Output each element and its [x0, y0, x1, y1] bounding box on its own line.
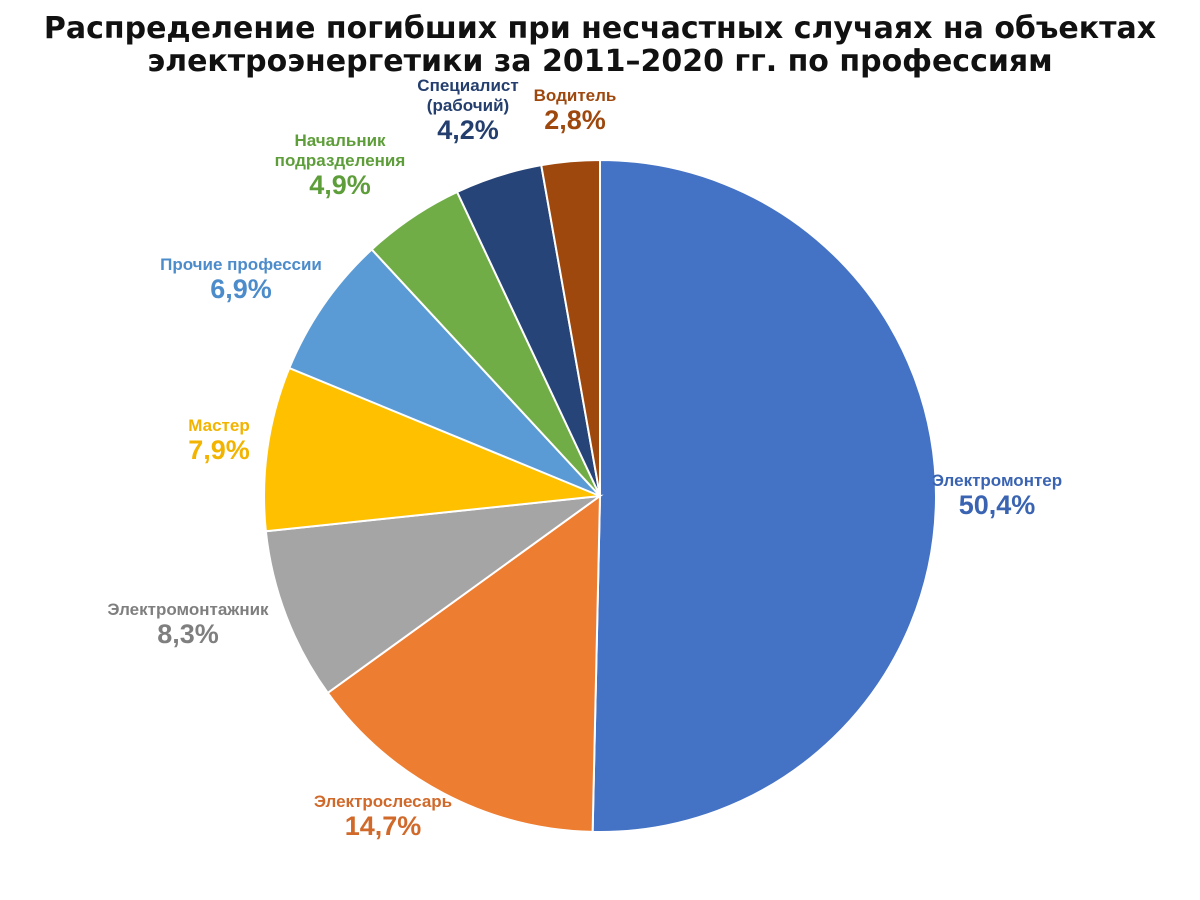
- slice-name-specialist: Специалист: [417, 76, 518, 95]
- slice-name-elektroslesar: Электрослесарь: [314, 792, 452, 811]
- slice-name-specialist: (рабочий): [427, 96, 509, 115]
- pie-slice-prochie: [288, 248, 601, 497]
- pie-slice-master: [263, 366, 601, 533]
- chart-title-line-1: Распределение погибших при несчастных сл…: [43, 11, 1157, 46]
- slice-value-elektromonter: 50,4%: [959, 490, 1036, 520]
- slice-value-voditel: 2,8%: [544, 105, 606, 135]
- slice-value-specialist: 4,2%: [437, 115, 499, 145]
- slice-name-prochie: Прочие профессии: [160, 255, 322, 274]
- slice-name-master: Мастер: [188, 416, 249, 435]
- slice-value-master: 7,9%: [188, 435, 250, 465]
- slice-value-prochie: 6,9%: [210, 274, 272, 304]
- slice-name-nachalnik: подразделения: [275, 151, 406, 170]
- pie-slice-elektromonter: [591, 158, 937, 833]
- slice-value-nachalnik: 4,9%: [309, 170, 371, 200]
- slice-label-specialist: Специалист(рабочий)4,2%: [417, 76, 518, 145]
- slice-name-elektromontazhnik: Электромонтажник: [107, 600, 269, 619]
- slice-value-elektroslesar: 14,7%: [345, 811, 422, 841]
- pie-slice-elektroslesar: [326, 494, 602, 833]
- chart-title: Распределение погибших при несчастных сл…: [0, 12, 1200, 78]
- chart-title-line-2: электроэнергетики за 2011–2020 гг. по пр…: [147, 44, 1053, 79]
- pie-slice-voditel: [540, 158, 601, 497]
- slice-name-elektromonter: Электромонтер: [932, 471, 1062, 490]
- slice-name-voditel: Водитель: [534, 86, 617, 105]
- slice-name-nachalnik: Начальник: [294, 131, 386, 150]
- slice-value-elektromontazhnik: 8,3%: [157, 619, 219, 649]
- pie-slice-elektromontazhnik: [264, 494, 604, 695]
